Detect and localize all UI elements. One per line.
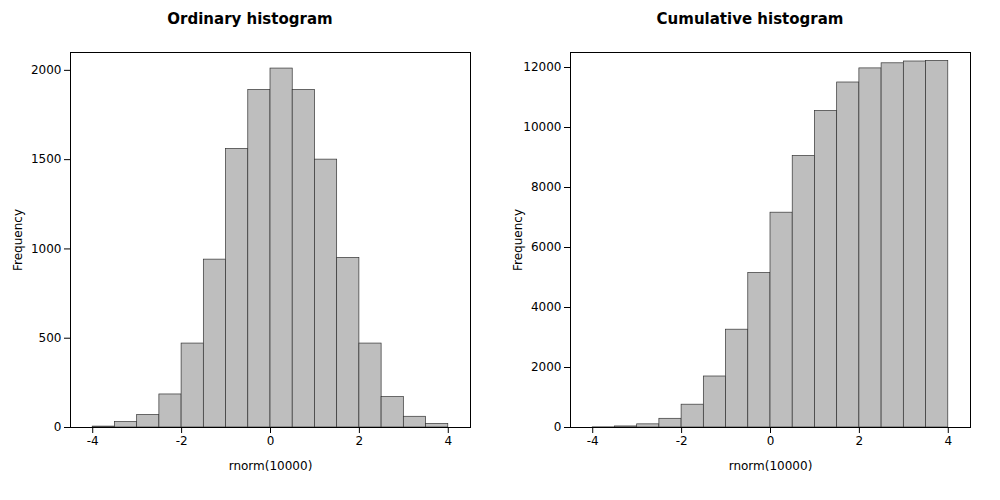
svg-text:4: 4 — [444, 434, 452, 448]
svg-text:2: 2 — [856, 434, 864, 448]
svg-text:0: 0 — [267, 434, 275, 448]
html-text:Cumulative histogram: Cumulative histogram — [656, 10, 844, 28]
svg-text:2000: 2000 — [31, 63, 62, 77]
svg-text:500: 500 — [39, 331, 62, 345]
html-text:Ordinary histogram: Ordinary histogram — [167, 10, 333, 28]
svg-text:-4: -4 — [87, 434, 99, 448]
svg-text:-2: -2 — [676, 434, 688, 448]
svg-text:0: 0 — [554, 420, 562, 434]
svg-text:rnorm(10000): rnorm(10000) — [229, 459, 313, 473]
svg-text:0: 0 — [54, 420, 62, 434]
svg-text:1500: 1500 — [31, 152, 62, 166]
svg-text:1000: 1000 — [31, 242, 62, 256]
svg-text:10000: 10000 — [523, 120, 561, 134]
svg-text:2000: 2000 — [531, 360, 562, 374]
svg-text:4: 4 — [944, 434, 952, 448]
svg-text:4000: 4000 — [531, 300, 562, 314]
svg-text:12000: 12000 — [523, 60, 561, 74]
svg-text:8000: 8000 — [531, 180, 562, 194]
svg-text:2: 2 — [356, 434, 364, 448]
svg-text:0: 0 — [767, 434, 775, 448]
svg-text:6000: 6000 — [531, 240, 562, 254]
svg-text:-4: -4 — [587, 434, 599, 448]
svg-text:Frequency: Frequency — [511, 209, 525, 271]
svg-text:rnorm(10000): rnorm(10000) — [729, 459, 813, 473]
svg-text:-2: -2 — [176, 434, 188, 448]
svg-text:Frequency: Frequency — [11, 209, 25, 271]
